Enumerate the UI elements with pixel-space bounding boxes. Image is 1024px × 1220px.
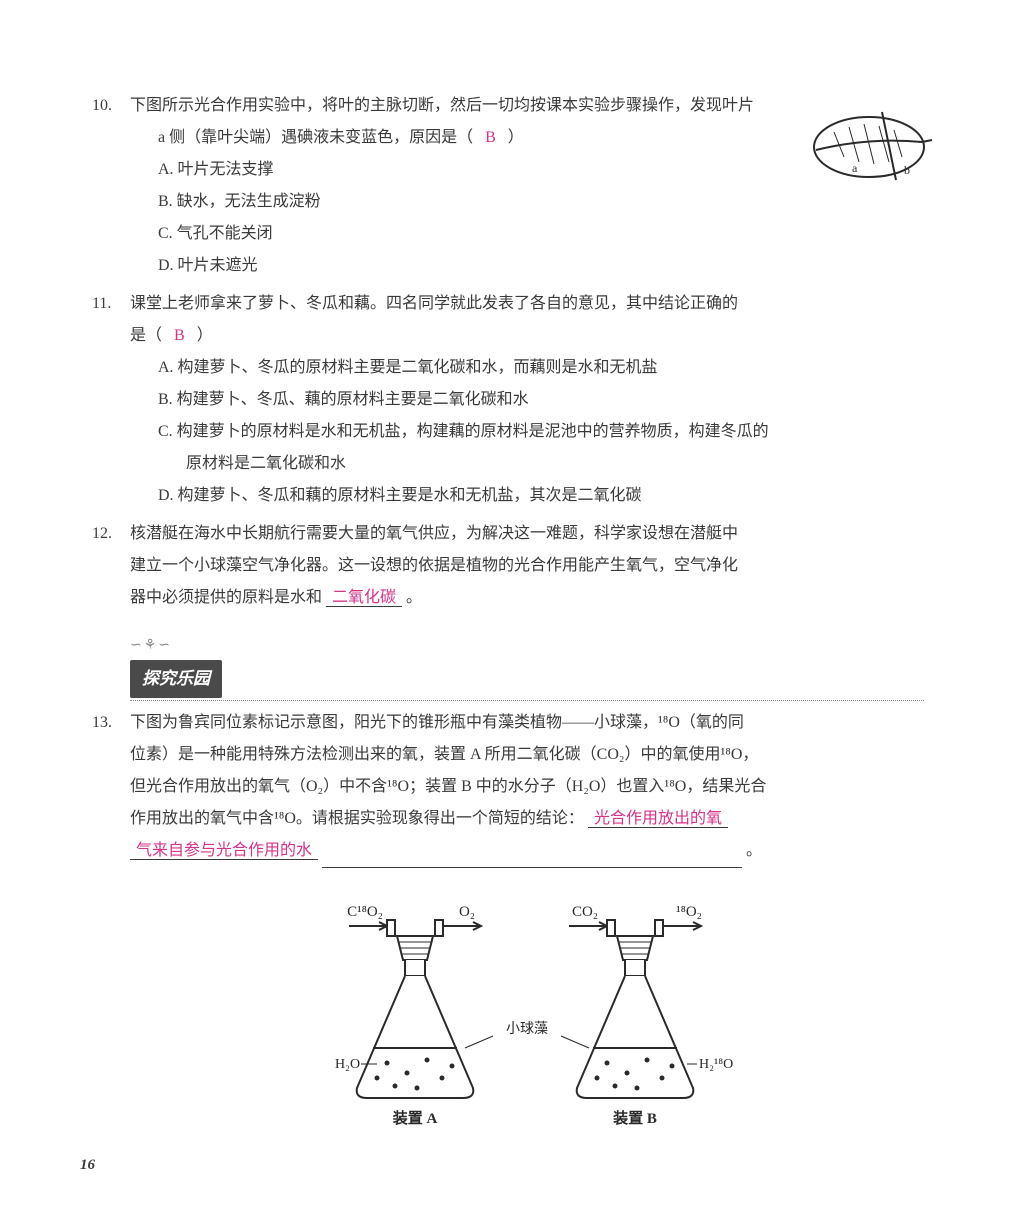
q12-line2: 建立一个小球藻空气净化器。这一设想的依据是植物的光合作用能产生氧气，空气净化 xyxy=(130,550,924,582)
q11-optD: D. 构建萝卜、冬瓜和藕的原材料主要是水和无机盐，其次是二氧化碳 xyxy=(130,480,924,512)
q11-paren: ） xyxy=(197,327,213,344)
q11-answer: B xyxy=(166,327,193,344)
b-right-label: ¹⁸O₂ xyxy=(676,904,702,920)
q13-body: 下图为鲁宾同位素标记示意图，阳光下的锥形瓶中有藻类植物——小球藻，¹⁸O（氧的同… xyxy=(130,707,924,868)
q10-optD: D. 叶片未遮光 xyxy=(130,250,924,282)
q13-period: 。 xyxy=(746,842,762,859)
q13-line4a: 作用放出的氧气中含¹⁸O。请根据实验现象得出一个简短的结论： xyxy=(130,810,584,827)
q11-optB: B. 构建萝卜、冬瓜、藕的原材料主要是二氧化碳和水 xyxy=(130,384,924,416)
flask-diagram-svg: C¹⁸O₂ O₂ H₂O xyxy=(317,898,737,1138)
q11-body: 课堂上老师拿来了萝卜、冬瓜和藕。四名同学就此发表了各自的意见，其中结论正确的 是… xyxy=(130,288,924,512)
q11-line2-wrap: 是（ B ） xyxy=(130,320,924,352)
leaf-icon: a b xyxy=(804,102,934,192)
b-water-label: H₂¹⁸O xyxy=(699,1057,733,1072)
a-left-label: C¹⁸O₂ xyxy=(347,904,383,920)
b-left-label: CO₂ xyxy=(572,904,598,920)
q12-number: 12. xyxy=(92,518,112,550)
q13-line4-wrap: 作用放出的氧气中含¹⁸O。请根据实验现象得出一个简短的结论： 光合作用放出的氧 xyxy=(130,803,924,835)
q13-line1: 下图为鲁宾同位素标记示意图，阳光下的锥形瓶中有藻类植物——小球藻，¹⁸O（氧的同 xyxy=(130,707,924,739)
q11-number: 11. xyxy=(92,288,111,320)
q10-optC: C. 气孔不能关闭 xyxy=(130,218,924,250)
q13-answer2-wrap: 气来自参与光合作用的水 。 xyxy=(130,835,924,868)
q13-line2: 位素）是一种能用特殊方法检测出来的氧，装置 A 所用二氧化碳（CO₂）中的氧使用… xyxy=(130,739,924,771)
q11-optC-1: C. 构建萝卜的原材料是水和无机盐，构建藕的原材料是泥池中的营养物质，构建冬瓜的 xyxy=(130,416,924,448)
svg-text:a: a xyxy=(852,161,858,175)
flask-diagram: C¹⁸O₂ O₂ H₂O xyxy=(130,898,924,1150)
section-deco-icon: ∽⚘∽ xyxy=(130,632,924,660)
q12-answer: 二氧化碳 xyxy=(326,589,402,607)
q13-underline-tail xyxy=(322,835,742,868)
q11-optC-2: 原材料是二氧化碳和水 xyxy=(130,448,924,480)
q12-body: 核潜艇在海水中长期航行需要大量的氧气供应，为解决这一难题，科学家设想在潜艇中 建… xyxy=(130,518,924,614)
q11-line1: 课堂上老师拿来了萝卜、冬瓜和藕。四名同学就此发表了各自的意见，其中结论正确的 xyxy=(130,288,924,320)
q10-number: 10. xyxy=(92,90,112,122)
q10-paren: ） xyxy=(508,129,524,146)
q11-line2: 是（ xyxy=(130,327,162,344)
q12-line3-wrap: 器中必须提供的原料是水和 二氧化碳 。 xyxy=(130,582,924,614)
page-number: 16 xyxy=(80,1150,95,1180)
q12-line3a: 器中必须提供的原料是水和 xyxy=(130,589,322,606)
q12-line1: 核潜艇在海水中长期航行需要大量的氧气供应，为解决这一难题，科学家设想在潜艇中 xyxy=(130,518,924,550)
q12-line3b: 。 xyxy=(406,589,422,606)
question-10: 10. 下图所示光合作用实验中，将叶的主脉切断，然后一切均按课本实验步骤操作，发… xyxy=(130,90,924,282)
q10-answer: B xyxy=(477,129,504,146)
center-label: 小球藻 xyxy=(506,1021,548,1037)
a-name-label: 装置 A xyxy=(392,1109,438,1127)
q13-number: 13. xyxy=(92,707,112,739)
section-title: 探究乐园 xyxy=(130,660,222,698)
q13-line3: 但光合作用放出的氧气（O₂）中不含¹⁸O；装置 B 中的水分子（H₂O）也置入¹… xyxy=(130,771,924,803)
flask-a: C¹⁸O₂ O₂ H₂O xyxy=(335,904,481,1127)
section-header: ∽⚘∽ 探究乐园 xyxy=(130,632,924,701)
a-water-label: H₂O xyxy=(335,1057,360,1072)
q13-answer1: 光合作用放出的氧 xyxy=(588,810,728,828)
svg-text:b: b xyxy=(904,163,910,177)
q13-answer2: 气来自参与光合作用的水 xyxy=(130,842,318,860)
q10-line2: a 侧（靠叶尖端）遇碘液未变蓝色，原因是（ xyxy=(158,129,473,146)
question-12: 12. 核潜艇在海水中长期航行需要大量的氧气供应，为解决这一难题，科学家设想在潜… xyxy=(130,518,924,614)
b-name-label: 装置 B xyxy=(612,1109,657,1127)
question-13: 13. 下图为鲁宾同位素标记示意图，阳光下的锥形瓶中有藻类植物——小球藻，¹⁸O… xyxy=(130,707,924,868)
question-11: 11. 课堂上老师拿来了萝卜、冬瓜和藕。四名同学就此发表了各自的意见，其中结论正… xyxy=(130,288,924,512)
a-right-label: O₂ xyxy=(459,904,475,920)
q11-optA: A. 构建萝卜、冬瓜的原材料主要是二氧化碳和水，而藕则是水和无机盐 xyxy=(130,352,924,384)
flask-b: CO₂ ¹⁸O₂ H₂¹⁸O 装置 B xyxy=(569,904,733,1127)
